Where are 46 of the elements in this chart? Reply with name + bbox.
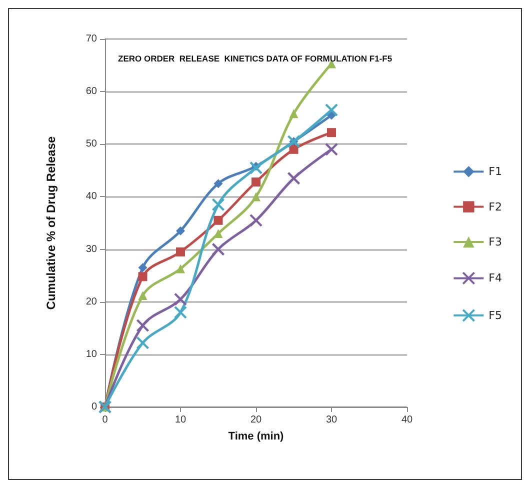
point (289, 144, 298, 154)
legend-label: F4 (488, 272, 502, 285)
x-axis-title: Time (min) (228, 430, 284, 442)
x-tick-label: 0 (102, 414, 108, 426)
y-tick-label: 40 (86, 191, 98, 202)
point (136, 336, 150, 350)
point (138, 263, 148, 272)
point (138, 272, 148, 282)
text: ZERO ORDER RELEASE KINETICS DATA OF FORMULATION F1-F5 (118, 54, 392, 64)
point (176, 226, 185, 236)
y-tick-label: 60 (86, 86, 98, 98)
point (252, 177, 260, 186)
y-tick-label: 70 (86, 34, 98, 44)
point (287, 172, 300, 185)
y-tick-label: 30 (86, 244, 98, 255)
point (138, 291, 148, 300)
legend-label: F2 (488, 200, 502, 214)
y-tick-label: 50 (86, 138, 98, 150)
point (214, 216, 223, 225)
x-tick-label: 10 (174, 414, 186, 426)
y-tick-label: 0 (91, 402, 98, 412)
legend-label: F5 (488, 308, 502, 322)
point (212, 242, 225, 256)
point (324, 103, 338, 117)
legend-label: F3 (488, 236, 502, 248)
point (289, 109, 298, 118)
y-tick-label: 20 (86, 296, 98, 308)
x-tick-label: 40 (401, 414, 413, 426)
point (287, 134, 300, 148)
legend-label: F1 (488, 165, 502, 178)
point (252, 192, 260, 202)
y-axis-title: Cumulative % of Drug Release (44, 136, 58, 310)
y-tick-label: 10 (86, 348, 98, 360)
point (249, 161, 263, 174)
point (324, 142, 338, 156)
point (176, 264, 185, 274)
x-tick-label: 30 (326, 414, 338, 426)
point (327, 128, 336, 138)
point (136, 318, 150, 332)
x-tick-label: 20 (250, 414, 262, 426)
point (174, 306, 188, 319)
point (176, 247, 185, 256)
point (174, 292, 188, 306)
point (212, 198, 225, 212)
point (249, 214, 263, 227)
point (214, 179, 223, 188)
